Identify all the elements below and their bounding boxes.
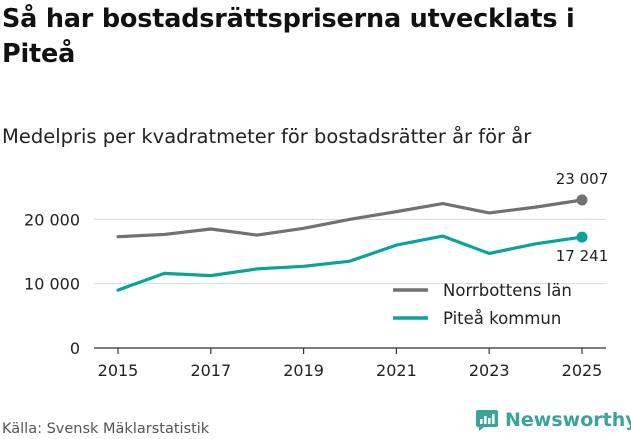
x-tick-label: 2015 <box>98 361 139 380</box>
legend-label: Norrbottens län <box>443 281 572 300</box>
series-line-norrbotten <box>116 198 584 239</box>
data-label: 17 241 <box>556 247 609 265</box>
x-tick-label: 2017 <box>190 361 231 380</box>
newsworthy-logo-icon <box>476 410 498 431</box>
series-end-point <box>576 194 588 206</box>
chart-title: Så har bostadsrättspriserna utvecklats i… <box>2 4 575 69</box>
y-tick-label: 10 000 <box>24 275 80 294</box>
series-end-point <box>576 231 588 243</box>
source-text: Källa: Svensk Mäklarstatistik <box>2 421 210 437</box>
brand-name: Newsworthy <box>505 409 631 431</box>
y-tick-label: 20 000 <box>24 210 80 229</box>
x-tick-label: 2019 <box>283 361 324 380</box>
chart-subtitle: Medelpris per kvadratmeter för bostadsrä… <box>2 125 532 148</box>
x-tick-label: 2025 <box>562 361 603 380</box>
data-label: 23 007 <box>556 170 609 188</box>
line-chart: 0 10 000 20 000 2015 2017 2019 2021 2023 2025 23 … <box>24 170 609 380</box>
x-tick-label: 2021 <box>376 361 417 380</box>
series-line-pitea <box>116 234 584 292</box>
legend-label: Piteå kommun <box>443 309 561 328</box>
x-tick-label: 2023 <box>469 361 510 380</box>
brand: Newsworthy <box>475 408 631 432</box>
y-tick-label: 0 <box>70 339 80 358</box>
